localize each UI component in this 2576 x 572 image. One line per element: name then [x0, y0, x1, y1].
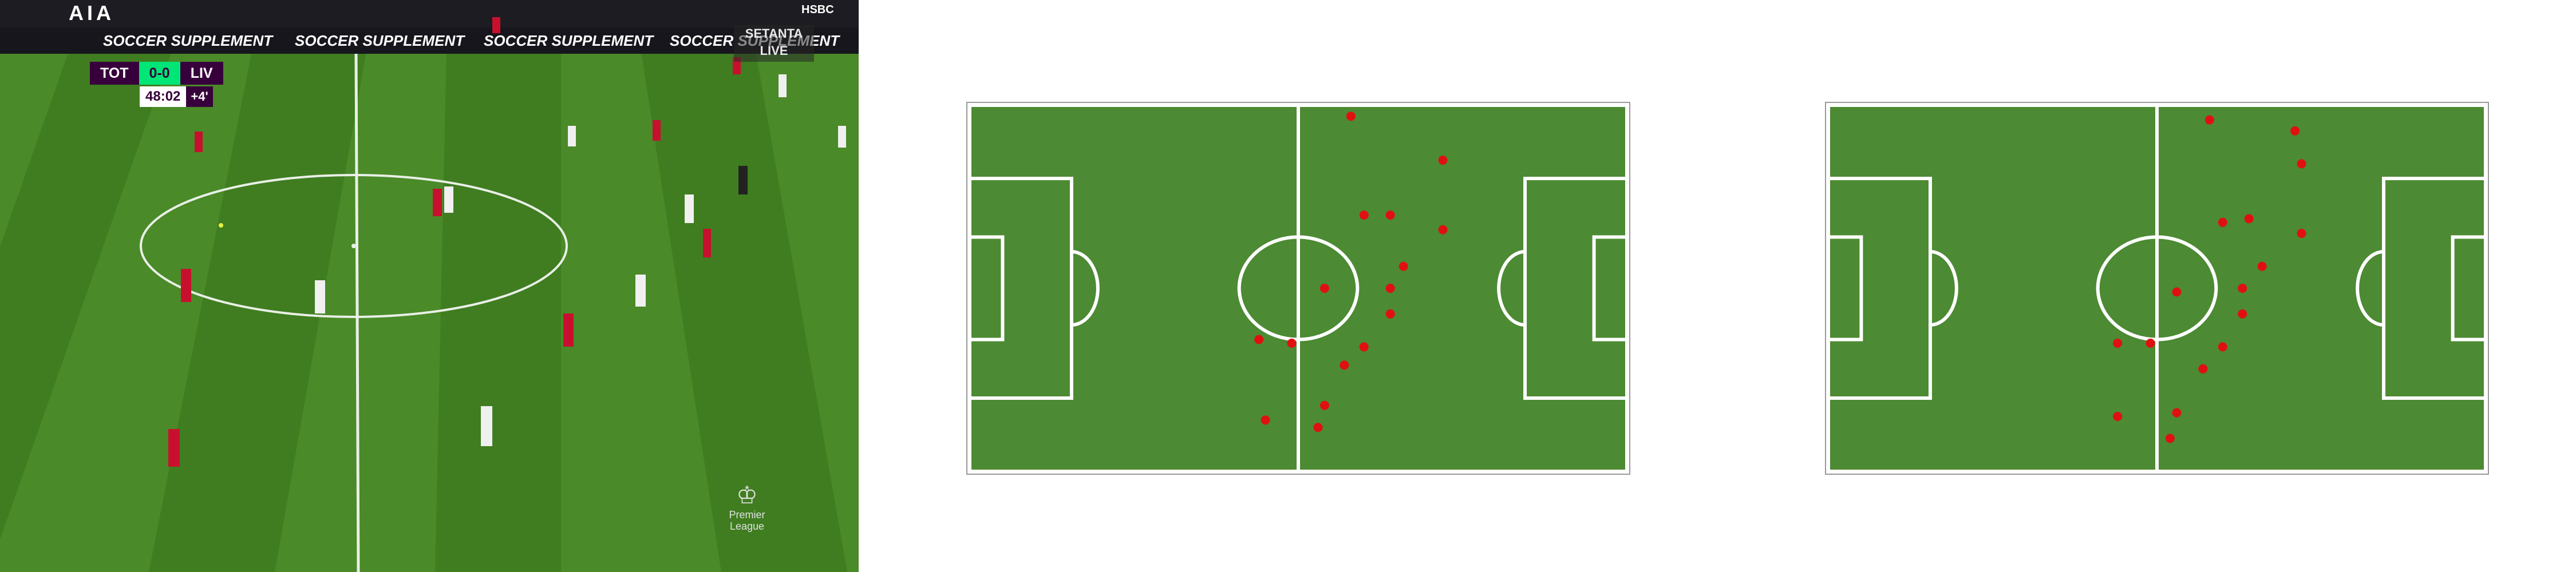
player-dot: [2204, 115, 2214, 125]
match-clock: 48:02 +4': [140, 86, 213, 107]
player-dot: [2218, 217, 2227, 227]
player-dot: [1359, 210, 1369, 220]
left-goal-box: [968, 235, 1005, 341]
player-dot: [2238, 284, 2247, 293]
league-logo-text: Premier League: [729, 509, 765, 532]
player-dot: [1254, 335, 1264, 344]
home-team-label: TOT: [90, 62, 139, 85]
player-dot: [1359, 342, 1369, 352]
left-penalty-arc: [1930, 250, 1958, 327]
broadcast-pitch: [0, 0, 859, 572]
right-penalty-arc: [1497, 250, 1526, 327]
left-goal-box: [1827, 235, 1863, 341]
right-goal-box: [1592, 235, 1629, 341]
player-dot: [1438, 225, 1448, 235]
player-dot: [2297, 229, 2306, 238]
player-dot: [1313, 423, 1323, 432]
added-time: +4': [186, 86, 213, 107]
player-dot: [1438, 156, 1448, 165]
left-penalty-arc: [1071, 250, 1100, 327]
pitch-diagram: [966, 102, 1630, 475]
player-dot: [2257, 261, 2267, 271]
player-dot: [2238, 309, 2247, 319]
sponsor-right: HSBC: [801, 3, 834, 16]
pitch-diagram: [1825, 102, 2489, 475]
centre-circle: [1237, 235, 1360, 341]
ad-board-3: SOCCER SUPPLEMENT: [484, 32, 654, 49]
sponsor-left: AIA: [69, 1, 114, 25]
player-dot: [1287, 339, 1297, 348]
right-goal-box: [2451, 235, 2487, 341]
ad-board-1: SOCCER SUPPLEMENT: [103, 32, 273, 49]
broadcaster-badge: SETANTA LIVE: [734, 25, 814, 62]
broadcaster-live: LIVE: [760, 43, 788, 58]
player-dot: [1398, 261, 1408, 271]
player-dot: [1346, 112, 1356, 121]
player-dot: [2198, 364, 2208, 374]
player-dot: [1261, 415, 1270, 425]
player-dot: [1385, 210, 1395, 220]
player-dot: [1340, 360, 1349, 370]
away-team-label: LIV: [180, 62, 223, 85]
centre-circle: [2096, 235, 2218, 341]
player-dot: [2290, 126, 2300, 136]
broadcast-frame: AIA HSBC SOCCER SUPPLEMENT SOCCER SUPPLE…: [0, 0, 859, 572]
player-dot: [1385, 309, 1395, 319]
player-dot: [2113, 339, 2123, 348]
broadcaster-name: SETANTA: [745, 26, 803, 41]
player-dot: [2172, 408, 2182, 418]
player-dot: [1385, 284, 1395, 293]
player-positions-map-1: [966, 102, 1630, 475]
right-penalty-arc: [2356, 250, 2384, 327]
lion-icon: ♔: [736, 482, 758, 509]
player-dot: [2113, 412, 2123, 421]
player-dot: [2165, 434, 2175, 443]
clock-time: 48:02: [140, 86, 187, 107]
player-dot: [2146, 339, 2155, 348]
scoreboard: TOT 0-0 LIV: [90, 62, 223, 85]
player-dot: [2218, 342, 2227, 352]
ad-board-2: SOCCER SUPPLEMENT: [295, 32, 465, 49]
player-dot: [2297, 159, 2306, 169]
player-dot: [2244, 214, 2254, 224]
player-dot: [1319, 284, 1329, 293]
player-dot: [1319, 400, 1329, 410]
player-positions-map-2: [1825, 102, 2489, 475]
player-dot: [2172, 287, 2182, 297]
score-label: 0-0: [139, 62, 180, 85]
premier-league-logo: ♔ Premier League: [724, 482, 770, 532]
